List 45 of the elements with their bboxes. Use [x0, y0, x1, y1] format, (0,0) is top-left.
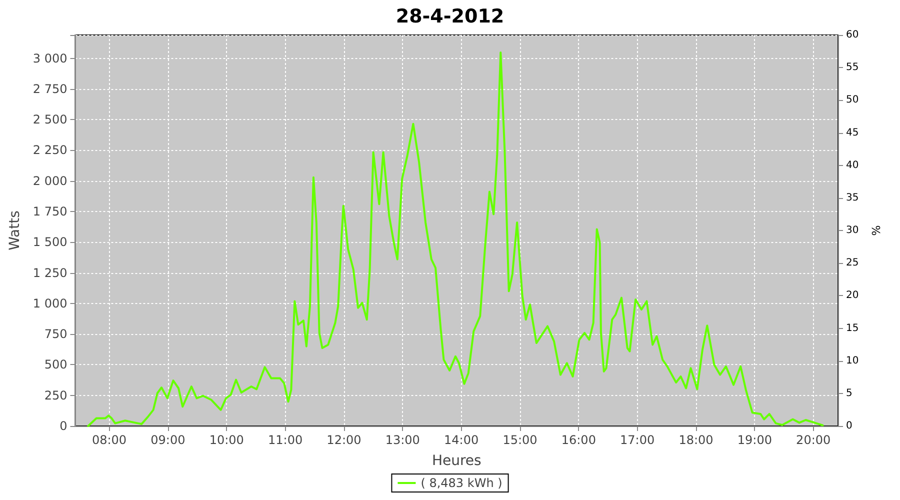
y-tick-label: 1 750: [32, 204, 68, 218]
x-tick-label: 09:00: [150, 433, 186, 447]
x-tick-label: 11:00: [268, 433, 303, 447]
x-tick-label: 20:00: [796, 433, 831, 447]
x-axis-title: Heures: [432, 453, 482, 469]
y2-tick-label: 40: [846, 160, 859, 171]
x-tick-label: 18:00: [678, 433, 714, 447]
y-tick-label: 1 500: [32, 235, 68, 250]
x-tick-label: 08:00: [92, 433, 127, 447]
y-tick-label: 0: [60, 419, 68, 433]
x-tick-label: 10:00: [209, 433, 244, 447]
y2-tick-label: 60: [846, 30, 859, 40]
y-tick-label: 1 000: [32, 296, 68, 310]
x-tick-label: 17:00: [620, 433, 655, 447]
y2-tick-label: 55: [846, 62, 859, 74]
y-tick-label: 750: [44, 327, 68, 342]
chart-title: 28-4-2012: [396, 6, 504, 28]
y2-tick-label: 15: [846, 322, 859, 334]
x-tick-label: 13:00: [385, 433, 420, 447]
line-series: [87, 52, 824, 427]
y2-tick-label: 30: [846, 225, 859, 236]
y-tick-label: 2 000: [32, 174, 68, 188]
x-tick-label: 12:00: [326, 433, 362, 447]
y-tick-label: 500: [44, 358, 68, 372]
y2-tick-label: 35: [846, 192, 859, 204]
y2-axis-title: %: [869, 225, 882, 236]
x-tick-label: 15:00: [502, 433, 538, 447]
y-tick-label: 2 500: [32, 112, 68, 127]
y2-tick-label: 10: [846, 355, 859, 366]
x-tick-label: 19:00: [737, 433, 772, 447]
y-tick-label: 3 000: [32, 51, 68, 66]
y2-tick-label: 25: [846, 258, 859, 269]
y2-tick-label: 0: [846, 420, 852, 432]
y2-tick-label: 5: [846, 388, 852, 399]
y-tick-label: 250: [44, 388, 68, 402]
y2-tick-label: 20: [846, 290, 859, 302]
y-tick-label: 2 250: [32, 143, 68, 158]
y-axis-title: Watts: [7, 210, 23, 250]
x-tick-label: 14:00: [444, 433, 479, 447]
y-tick-label: 2 750: [32, 82, 68, 96]
y2-tick-label: 50: [846, 94, 859, 106]
y-tick-label: 1 250: [32, 266, 68, 280]
y2-tick-label: 45: [846, 127, 859, 138]
legend-label: ( 8,483 kWh ): [420, 476, 502, 490]
x-tick-label: 16:00: [561, 433, 596, 447]
